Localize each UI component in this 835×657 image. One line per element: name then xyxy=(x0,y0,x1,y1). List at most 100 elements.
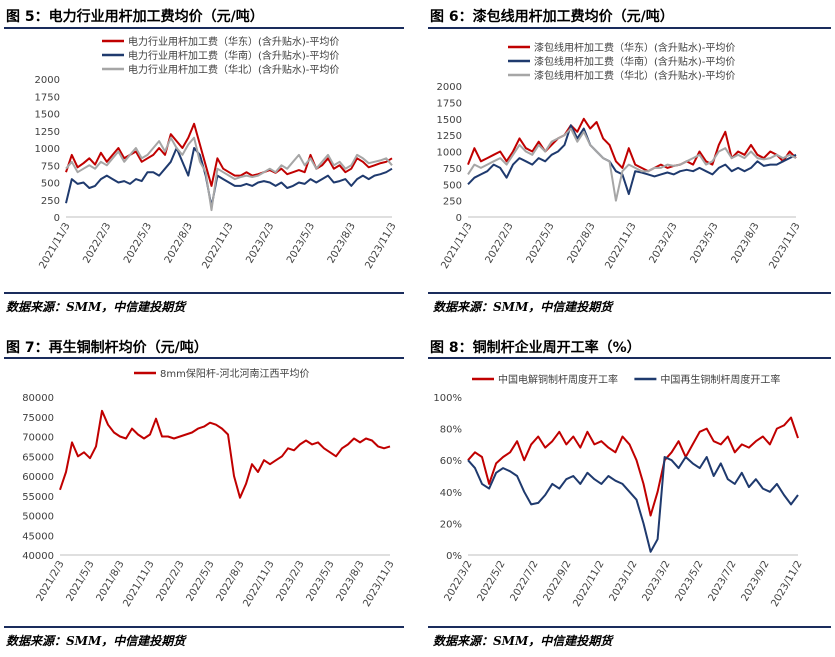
series-line-1 xyxy=(65,122,393,187)
y-tick-label: 1500 xyxy=(35,110,60,121)
x-tick-label: 2021/5/3 xyxy=(65,559,97,603)
y-tick-label: 1750 xyxy=(35,92,60,103)
x-tick-label: 2022/3/2 xyxy=(443,559,475,603)
figure-7-title: 图 7：再生铜制杆均价（元/吨） xyxy=(6,340,208,356)
x-tick-label: 2022/2/3 xyxy=(155,559,187,603)
y-tick-label: 20% xyxy=(440,519,462,530)
y-tick-label: 55000 xyxy=(22,492,54,503)
x-tick-label: 2022/8/3 xyxy=(163,221,195,265)
x-tick-label: 2022/11/3 xyxy=(241,559,276,609)
figure-8-chart: 100% 80% 60% 40% 20% 0%2022/3/2 2022/5/2 2022/7… xyxy=(433,373,804,609)
x-tick-label: 2023/1/2 xyxy=(608,559,640,603)
series-line-2 xyxy=(65,147,393,208)
figure-7-bottom-rule xyxy=(4,626,404,628)
x-tick-label: 2023/11/3 xyxy=(363,221,398,271)
y-tick-label: 80% xyxy=(440,425,462,436)
y-tick-label: 0 xyxy=(54,213,60,224)
series-line-1 xyxy=(467,117,797,173)
y-tick-label: 2000 xyxy=(35,75,60,86)
figure-5-source: 数据来源：SMM，中信建投期货 xyxy=(6,300,186,314)
figure-6-source: 数据来源：SMM，中信建投期货 xyxy=(433,300,613,314)
y-tick-label: 0 xyxy=(456,213,462,224)
figure-7-top-rule xyxy=(4,357,404,359)
x-tick-label: 2022/5/2 xyxy=(476,559,508,603)
x-tick-label: 2021/11/3 xyxy=(439,221,474,271)
x-tick-label: 2023/2/3 xyxy=(648,221,680,265)
legend-label: 电力行业用杆加工费（华南）(含升贴水)-平均价 xyxy=(128,49,339,62)
series-line-1 xyxy=(59,409,391,499)
legend-label: 8mm保阳杆-河北河南江西平均价 xyxy=(160,367,309,380)
x-tick-label: 2023/8/3 xyxy=(730,221,762,265)
legend-label: 漆包线用杆加工费（华北）(含升贴水)-平均价 xyxy=(534,69,735,82)
y-tick-label: 80000 xyxy=(22,393,54,404)
series-line-3 xyxy=(65,136,393,212)
y-tick-label: 75000 xyxy=(22,413,54,424)
figure-8-source: 数据来源：SMM，中信建投期货 xyxy=(433,634,613,648)
x-tick-label: 2023/8/3 xyxy=(335,559,367,603)
y-tick-label: 50000 xyxy=(22,512,54,523)
legend-label: 电力行业用杆加工费（华东）(含升贴水)-平均价 xyxy=(128,35,339,48)
y-tick-label: 2000 xyxy=(437,82,462,93)
x-tick-label: 2023/5/3 xyxy=(285,221,317,265)
y-tick-label: 1250 xyxy=(437,131,462,142)
x-tick-label: 2023/3/2 xyxy=(641,559,673,603)
x-tick-label: 2022/11/3 xyxy=(200,221,235,271)
y-tick-label: 750 xyxy=(41,161,60,172)
y-tick-label: 100% xyxy=(433,393,462,404)
y-tick-label: 70000 xyxy=(22,433,54,444)
legend-label: 中国再生铜制杆周度开工率 xyxy=(660,373,780,386)
x-tick-label: 2022/8/3 xyxy=(566,221,598,265)
x-tick-label: 2023/5/3 xyxy=(305,559,337,603)
x-tick-label: 2022/5/3 xyxy=(525,221,557,265)
x-tick-label: 2023/7/2 xyxy=(707,559,739,603)
legend-label: 中国电解铜制杆周度开工率 xyxy=(498,373,618,386)
x-tick-label: 2023/2/3 xyxy=(244,221,276,265)
series-line-2 xyxy=(467,456,799,553)
x-tick-label: 2023/5/3 xyxy=(689,221,721,265)
y-tick-label: 40% xyxy=(440,488,462,499)
y-tick-label: 65000 xyxy=(22,452,54,463)
x-tick-label: 2023/11/3 xyxy=(767,221,802,271)
y-tick-label: 60000 xyxy=(22,472,54,483)
figure-5-bottom-rule xyxy=(4,292,404,294)
y-tick-label: 250 xyxy=(443,197,462,208)
legend-label: 电力行业用杆加工费（华北）(含升贴水)-平均价 xyxy=(128,63,339,76)
x-tick-label: 2022/11/2 xyxy=(571,559,606,609)
y-tick-label: 500 xyxy=(443,180,462,191)
y-tick-label: 60% xyxy=(440,456,462,467)
figure-8-top-rule xyxy=(428,357,831,359)
x-tick-label: 2022/9/2 xyxy=(542,559,574,603)
legend-label: 漆包线用杆加工费（华东）(含升贴水)-平均价 xyxy=(534,41,735,54)
figure-6-title: 图 6：漆包线用杆加工费均价（元/吨） xyxy=(430,9,674,25)
x-tick-label: 2023/8/3 xyxy=(326,221,358,265)
series-line-2 xyxy=(467,124,797,196)
y-tick-label: 1000 xyxy=(437,148,462,159)
x-tick-label: 2023/11/2 xyxy=(769,559,804,609)
x-tick-label: 2023/5/2 xyxy=(674,559,706,603)
x-tick-label: 2021/2/3 xyxy=(35,559,67,603)
series-line-1 xyxy=(467,416,799,517)
figure-6-top-rule xyxy=(428,27,831,29)
x-tick-label: 2023/11/3 xyxy=(361,559,396,609)
figure-5-title: 图 5：电力行业用杆加工费均价（元/吨） xyxy=(6,9,264,25)
figure-5-top-rule xyxy=(4,27,404,29)
x-tick-label: 2023/2/3 xyxy=(275,559,307,603)
y-tick-label: 45000 xyxy=(22,531,54,542)
x-tick-label: 2022/2/3 xyxy=(484,221,516,265)
x-tick-label: 2021/11/3 xyxy=(121,559,156,609)
y-tick-label: 1750 xyxy=(437,98,462,109)
x-tick-label: 2022/11/3 xyxy=(603,221,638,271)
y-tick-label: 500 xyxy=(41,179,60,190)
figure-7-chart: 80000 75000 70000 65000 60000 55000 50000 45000… xyxy=(22,367,396,609)
x-tick-label: 2022/5/3 xyxy=(122,221,154,265)
figure-7-source: 数据来源：SMM，中信建投期货 xyxy=(6,634,186,648)
legend-label: 漆包线用杆加工费（华南）(含升贴水)-平均价 xyxy=(534,55,735,68)
y-tick-label: 750 xyxy=(443,164,462,175)
x-tick-label: 2021/11/3 xyxy=(37,221,72,271)
x-tick-label: 2021/8/3 xyxy=(95,559,127,603)
x-tick-label: 2022/8/3 xyxy=(215,559,247,603)
x-tick-label: 2022/7/2 xyxy=(509,559,541,603)
y-tick-label: 1000 xyxy=(35,144,60,155)
